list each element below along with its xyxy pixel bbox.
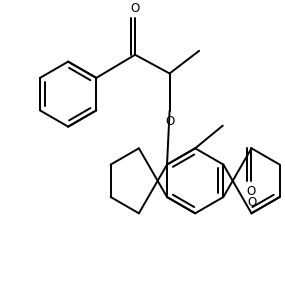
Text: O: O — [248, 196, 257, 209]
Text: O: O — [131, 2, 140, 15]
Text: O: O — [165, 115, 174, 128]
Text: O: O — [247, 185, 256, 198]
